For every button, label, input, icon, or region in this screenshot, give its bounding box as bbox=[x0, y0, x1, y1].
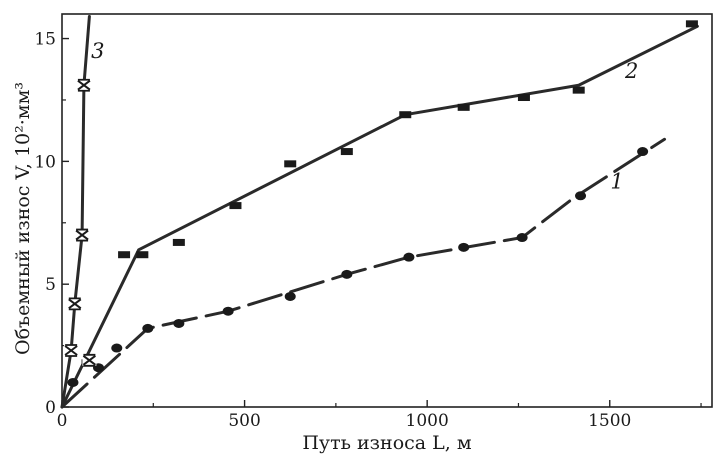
series-3-point-1 bbox=[67, 297, 82, 311]
series-1-point-5 bbox=[222, 306, 234, 316]
curve-label-2: 2 bbox=[624, 59, 638, 83]
series-3-point-4-bars bbox=[83, 353, 96, 367]
series-1-point-10 bbox=[516, 233, 528, 243]
series-1-point-0 bbox=[67, 377, 79, 387]
series-1-point-8 bbox=[403, 252, 415, 262]
series-1-point-4 bbox=[173, 318, 185, 328]
y-tick-label-3: 15 bbox=[34, 30, 56, 50]
y-axis-title: Объемный износ V, 10²·мм³ bbox=[12, 82, 34, 355]
series-1-line bbox=[60, 137, 667, 409]
series-1-point-3 bbox=[142, 323, 154, 333]
series-1-point-6 bbox=[284, 291, 296, 301]
series-3-point-4-cross bbox=[82, 355, 96, 366]
series-1-point-9 bbox=[458, 242, 470, 252]
x-tick-label-1: 500 bbox=[228, 411, 260, 431]
axes bbox=[61, 13, 713, 408]
series-3-point-2 bbox=[75, 228, 90, 242]
series-lines bbox=[60, 14, 699, 409]
series-3-point-3 bbox=[76, 78, 91, 92]
y-tick-label-0: 0 bbox=[45, 398, 56, 418]
series-3-point-2-bars bbox=[76, 228, 89, 242]
x-tick-label-2: 1000 bbox=[406, 411, 449, 431]
series-markers bbox=[64, 20, 698, 387]
series-2-point-3 bbox=[172, 238, 185, 246]
series-1-point-12 bbox=[637, 147, 649, 157]
series-2-point-2 bbox=[136, 251, 149, 259]
curve-labels: 1 2 3 bbox=[91, 39, 638, 193]
x-tick-label-0: 0 bbox=[57, 411, 68, 431]
series-2-point-10 bbox=[572, 86, 585, 94]
series-2-point-9 bbox=[517, 94, 530, 102]
series-2-line bbox=[60, 24, 699, 409]
series-2-point-11 bbox=[685, 20, 698, 28]
series-3-point-1-bars bbox=[68, 297, 81, 311]
tick-labels: 0 500 1000 1500 0 5 10 15 bbox=[34, 30, 631, 431]
x-axis-title: Путь износа L, м bbox=[302, 432, 471, 454]
series-3-point-3-cross bbox=[77, 79, 91, 91]
plot-frame bbox=[61, 13, 713, 408]
curve-label-1: 1 bbox=[610, 169, 623, 193]
series-2-point-1 bbox=[118, 251, 131, 259]
series-1-point-7 bbox=[341, 269, 353, 279]
x-tick-label-3: 1500 bbox=[588, 411, 631, 431]
series-3-point-0-bars bbox=[65, 344, 78, 357]
series-2-point-8 bbox=[457, 103, 470, 111]
series-3-point-0 bbox=[64, 344, 79, 357]
series-1-point-2 bbox=[111, 343, 123, 353]
series-3-point-2-cross bbox=[75, 229, 89, 241]
y-tick-label-2: 10 bbox=[34, 152, 56, 172]
series-3-line bbox=[60, 14, 91, 409]
series-2-point-6 bbox=[340, 148, 353, 156]
series-3-point-0-cross bbox=[64, 345, 78, 356]
series-3-point-1-cross bbox=[68, 298, 82, 310]
series-2-point-4 bbox=[229, 202, 242, 210]
series-3-point-4 bbox=[82, 353, 97, 367]
curve-label-3: 3 bbox=[91, 39, 104, 63]
y-tick-label-1: 5 bbox=[45, 275, 56, 295]
series-2-point-7 bbox=[399, 111, 412, 119]
series-1-point-11 bbox=[575, 191, 587, 201]
series-3-point-3-bars bbox=[77, 78, 90, 92]
series-2-point-5 bbox=[284, 160, 297, 168]
